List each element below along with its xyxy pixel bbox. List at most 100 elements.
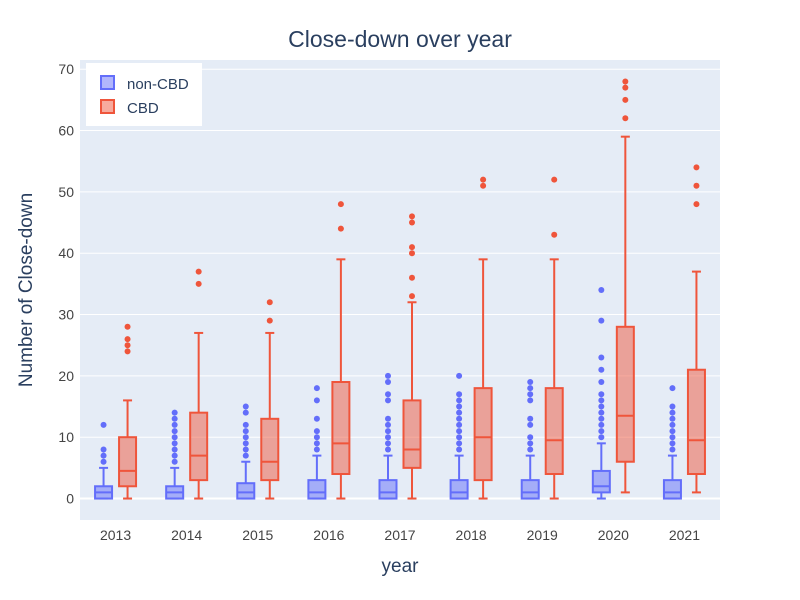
box-cbd-2013[interactable]: [118, 323, 138, 500]
box-cbd-2017[interactable]: [402, 213, 422, 500]
y-tick-label-70: 70: [58, 61, 74, 77]
outlier-point: [171, 415, 178, 422]
box-non-cbd-2020[interactable]: [591, 287, 611, 500]
outlier-point: [337, 225, 344, 232]
outlier-point: [242, 440, 249, 447]
y-tick-label-20: 20: [58, 368, 74, 384]
outlier-point: [456, 446, 463, 453]
outlier-point: [622, 96, 629, 103]
outlier-point: [456, 440, 463, 447]
outlier-point: [242, 452, 249, 459]
outlier-point: [385, 428, 391, 435]
outlier-point: [598, 317, 605, 324]
x-axis-title: year: [382, 556, 420, 577]
box-cbd-2018[interactable]: [473, 176, 493, 500]
outlier-point: [100, 458, 107, 465]
outlier-point: [385, 379, 391, 385]
outlier-point: [242, 446, 249, 453]
iqr-box: [591, 469, 611, 494]
box-non-cbd-2017[interactable]: [378, 372, 398, 500]
iqr-box: [686, 368, 706, 476]
box-cbd-2020[interactable]: [615, 78, 635, 494]
outlier-point: [622, 78, 629, 85]
outlier-point: [337, 201, 344, 208]
series-cbd: [118, 78, 706, 500]
y-tick-label-60: 60: [58, 123, 74, 139]
x-tick-label-2018: 2018: [456, 527, 487, 543]
outlier-point: [313, 415, 320, 422]
legend-swatch-non-cbd: [100, 75, 115, 90]
box-non-cbd-2018[interactable]: [449, 372, 469, 500]
box-non-cbd-2016[interactable]: [307, 385, 327, 500]
box-non-cbd-2015[interactable]: [236, 403, 256, 500]
outlier-point: [313, 446, 320, 453]
box-non-cbd-2021[interactable]: [662, 385, 682, 500]
box-non-cbd-2013[interactable]: [94, 421, 114, 500]
outlier-point: [456, 428, 463, 435]
series-non-cbd: [94, 287, 682, 500]
y-tick-label-30: 30: [58, 307, 74, 323]
x-tick-label-2014: 2014: [171, 527, 202, 543]
outlier-point: [456, 434, 463, 441]
x-axis-ticks: 2013 2014 2015 2016 2017 2018 2019 2020 2021: [100, 527, 700, 543]
box-non-cbd-2014[interactable]: [165, 409, 185, 500]
outlier-point: [693, 164, 700, 171]
iqr-box: [449, 479, 469, 500]
outlier-point: [171, 421, 178, 428]
box-cbd-2016[interactable]: [331, 201, 351, 500]
outlier-point: [456, 403, 463, 410]
box-cbd-2015[interactable]: [260, 299, 280, 500]
legend-item-non-cbd[interactable]: non-CBD: [100, 75, 189, 93]
outlier-point: [242, 409, 249, 416]
legend-label-non-cbd: non-CBD: [127, 76, 189, 93]
iqr-box: [331, 381, 351, 475]
outlier-point: [693, 182, 700, 189]
outlier-point: [313, 385, 320, 392]
outlier-point: [195, 268, 202, 275]
box-cbd-2019[interactable]: [544, 176, 564, 500]
outlier-point: [409, 244, 415, 251]
y-axis-title: Number of Close-down: [16, 193, 37, 387]
legend-background: [86, 63, 202, 126]
outlier-point: [171, 440, 178, 447]
legend-swatch-cbd: [100, 99, 115, 114]
outlier-point: [598, 434, 605, 441]
outlier-point: [100, 452, 107, 459]
outlier-point: [527, 440, 534, 447]
outlier-point: [313, 434, 320, 441]
outlier-point: [409, 250, 415, 257]
iqr-box: [473, 387, 493, 482]
y-axis-ticks: 0 10 20 30 40 50 60 70: [58, 61, 74, 506]
outlier-point: [598, 403, 605, 410]
y-tick-label-50: 50: [58, 184, 74, 200]
outlier-point: [385, 391, 391, 398]
legend-item-cbd[interactable]: CBD: [100, 99, 159, 117]
outlier-point: [598, 397, 605, 404]
outlier-point: [124, 336, 131, 343]
outlier-point: [669, 403, 676, 410]
outlier-point: [669, 415, 676, 422]
outlier-point: [385, 434, 391, 441]
box-non-cbd-2019[interactable]: [520, 379, 540, 500]
iqr-box: [402, 399, 422, 469]
outlier-point: [527, 385, 534, 392]
iqr-box: [544, 387, 564, 475]
outlier-point: [527, 415, 534, 422]
legend[interactable]: non-CBD CBD: [86, 63, 202, 126]
outlier-point: [598, 409, 605, 416]
box-cbd-2021[interactable]: [686, 164, 706, 494]
outlier-point: [456, 415, 463, 422]
outlier-point: [171, 409, 178, 416]
outlier-point: [385, 397, 391, 404]
outlier-point: [242, 428, 249, 435]
chart-title: Close-down over year: [288, 26, 512, 52]
outlier-point: [456, 391, 463, 398]
box-cbd-2014[interactable]: [189, 268, 209, 500]
outlier-point: [622, 115, 629, 122]
outlier-point: [385, 421, 391, 428]
outlier-point: [409, 293, 415, 300]
outlier-point: [100, 421, 107, 428]
y-tick-label-0: 0: [66, 491, 74, 507]
outlier-point: [313, 440, 320, 447]
